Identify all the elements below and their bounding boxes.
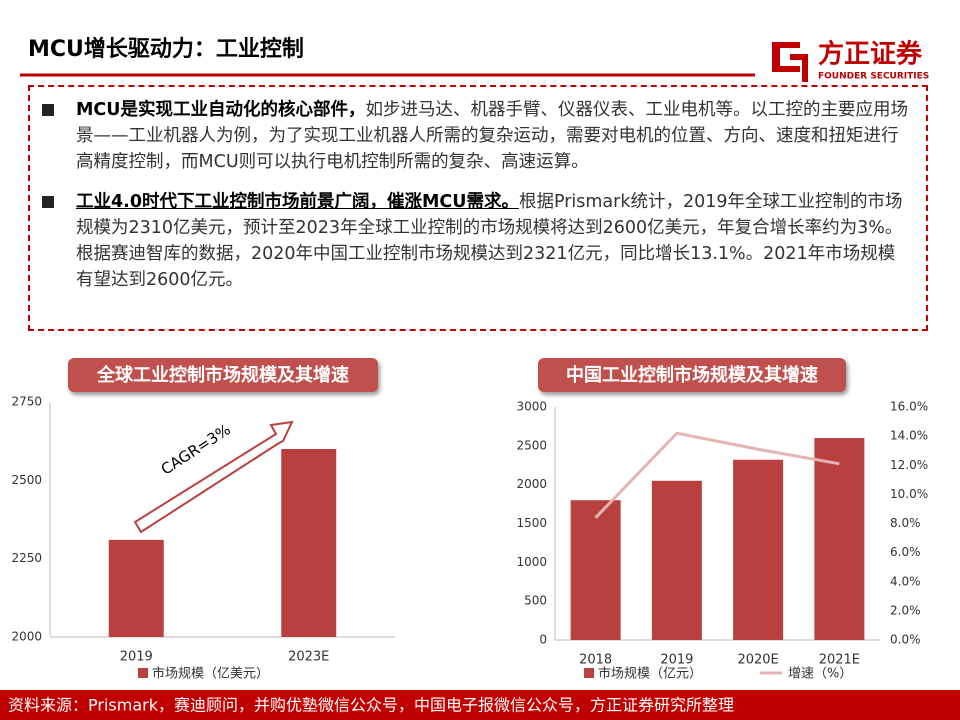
x-tick-label: 2021E <box>819 653 860 668</box>
chart-title-box <box>68 358 378 392</box>
y-tick-label: 1000 <box>516 555 547 569</box>
y2-tick-label: 2.0% <box>890 603 921 617</box>
text-box: MCU是实现工业自动化的核心部件，如步进马达、机器手臂、仪器仪表、工业电机等。以… <box>28 85 928 331</box>
y2-tick-label: 10.0% <box>890 487 928 501</box>
x-tick-label: 2019 <box>120 650 153 665</box>
bullet-bold: MCU是实现工业自动化的核心部件， <box>76 100 366 120</box>
y-tick-label: 2750 <box>11 395 42 409</box>
chart-title: 全球工业控制市场规模及其增速 <box>96 364 349 386</box>
y-tick-label: 3000 <box>516 400 547 414</box>
bullet: MCU是实现工业自动化的核心部件，如步进马达、机器手臂、仪器仪表、工业电机等。以… <box>42 97 912 175</box>
x-tick-label: 2019 <box>660 653 693 668</box>
legend-label: 增速（%） <box>788 667 852 682</box>
bar <box>570 500 621 640</box>
logo-icon <box>772 42 808 82</box>
y-tick-label: 2250 <box>11 551 42 565</box>
y2-tick-label: 14.0% <box>890 429 928 443</box>
source: 资料来源：Prismark，赛迪顾问，并购优塾微信公众号，中国电子报微信公众号，… <box>8 696 734 715</box>
y-tick-label: 2500 <box>11 473 42 487</box>
bar <box>733 459 784 640</box>
logo-sub: FOUNDER SECURITIES <box>818 72 929 82</box>
legend-swatch <box>584 668 594 678</box>
bullet-text: 如步进马达、机器手臂、仪器仪表、工业电机等。以工控的主要应用场景——工业机器人为… <box>76 100 908 172</box>
bar <box>651 480 702 640</box>
y-tick-label: 2500 <box>516 438 547 452</box>
y-tick-label: 500 <box>524 594 547 608</box>
y2-tick-label: 8.0% <box>890 516 921 530</box>
y2-tick-label: 12.0% <box>890 458 928 472</box>
bar <box>814 438 865 640</box>
line <box>594 431 840 519</box>
legend-label: 市场规模（亿元） <box>598 666 702 682</box>
x-tick-label: 2020E <box>737 653 778 668</box>
bullet: 工业4.0时代下工业控制市场前景广阔，催涨MCU需求。根据Prismark统计，… <box>42 189 912 293</box>
x-tick-label: 2023E <box>288 650 329 665</box>
y2-tick-label: 16.0% <box>890 400 928 414</box>
y-tick-label: 1500 <box>516 516 547 530</box>
y2-tick-label: 4.0% <box>890 574 921 588</box>
slide-title: MCU增长驱动力：工业控制 <box>28 36 304 62</box>
growth-arrow <box>133 420 294 534</box>
chart-title-box <box>538 358 846 392</box>
bar <box>108 539 164 637</box>
chart-title: 中国工业控制市场规模及其增速 <box>566 364 818 386</box>
x-tick-label: 2018 <box>579 653 612 668</box>
bullet-text: 根据Prismark统计，2019年全球工业控制的市场规模为2310亿美元，预计… <box>76 192 903 290</box>
footer-bar <box>0 690 960 720</box>
legend-swatch <box>138 668 148 678</box>
bar <box>281 449 337 637</box>
legend-label: 市场规模（亿美元） <box>152 666 269 682</box>
logo-text: 方正证券 <box>818 39 923 70</box>
y-tick-label: 0 <box>539 633 547 647</box>
y2-tick-label: 6.0% <box>890 545 921 559</box>
bullet-bold: 工业4.0时代下工业控制市场前景广阔，催涨MCU需求。 <box>76 192 519 212</box>
y-tick-label: 2000 <box>11 630 42 644</box>
y-tick-label: 2000 <box>516 477 547 491</box>
y2-tick-label: 0.0% <box>890 633 921 647</box>
